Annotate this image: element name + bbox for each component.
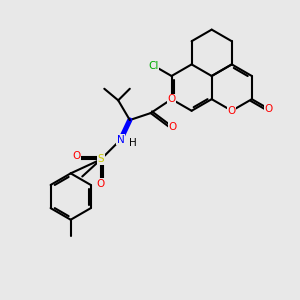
Text: O: O bbox=[168, 122, 176, 132]
Text: Cl: Cl bbox=[148, 61, 159, 70]
Text: S: S bbox=[98, 154, 104, 164]
Text: O: O bbox=[97, 178, 105, 189]
Text: O: O bbox=[228, 106, 236, 116]
Text: O: O bbox=[167, 94, 176, 104]
Text: O: O bbox=[73, 152, 81, 161]
Text: N: N bbox=[117, 135, 124, 145]
Text: H: H bbox=[128, 138, 136, 148]
Text: O: O bbox=[265, 104, 273, 114]
